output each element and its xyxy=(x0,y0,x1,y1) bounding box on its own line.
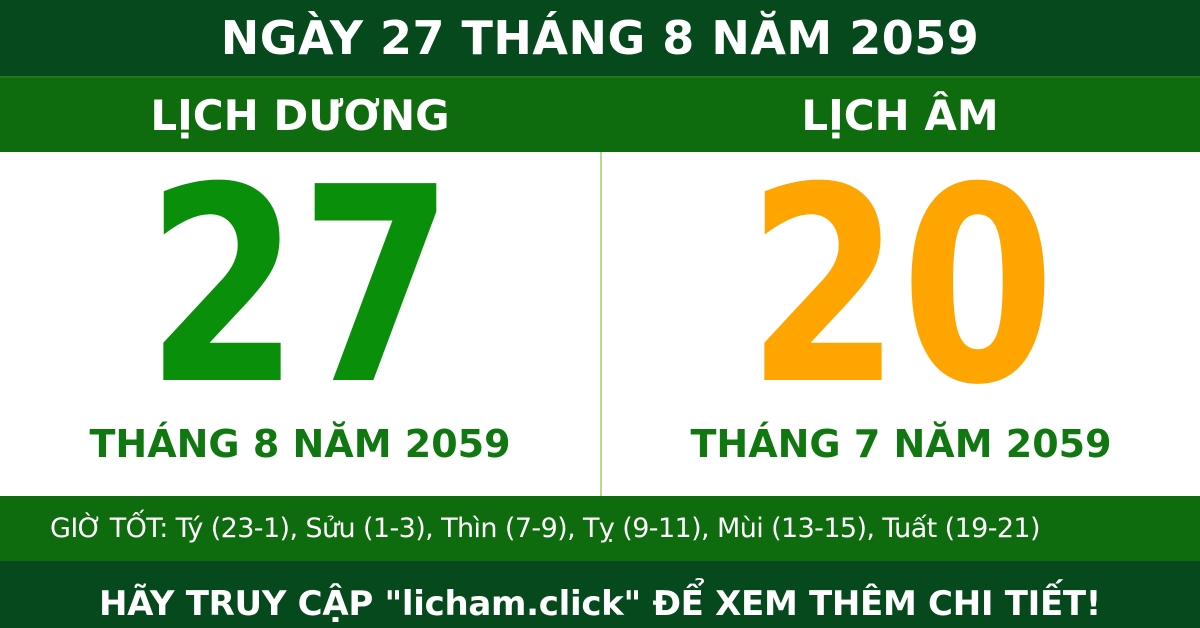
solar-calendar-header: LỊCH DƯƠNG xyxy=(150,90,450,140)
lunar-day-number: 20 xyxy=(713,152,1089,422)
date-title-banner: NGÀY 27 THÁNG 8 NĂM 2059 xyxy=(0,0,1200,76)
footer-call-to-action: HÃY TRUY CẬP "licham.click" ĐỂ XEM THÊM … xyxy=(98,583,1102,624)
solar-panel: 27 THÁNG 8 NĂM 2059 xyxy=(0,152,600,496)
calendar-headers-row: LỊCH DƯƠNG LỊCH ÂM xyxy=(0,76,1200,152)
lunar-month-year-label: THÁNG 7 NĂM 2059 xyxy=(690,422,1112,466)
footer-banner: HÃY TRUY CẬP "licham.click" ĐỂ XEM THÊM … xyxy=(0,561,1200,628)
calendar-body: 27 THÁNG 8 NĂM 2059 20 THÁNG 7 NĂM 2059 xyxy=(0,152,1200,496)
good-hours-text: GIỜ TỐT: Tý (23-1), Sửu (1-3), Thìn (7-9… xyxy=(50,513,1041,544)
date-title: NGÀY 27 THÁNG 8 NĂM 2059 xyxy=(220,11,980,65)
lunar-calendar-header: LỊCH ÂM xyxy=(801,90,999,140)
lunar-day-digits: 20 xyxy=(746,129,1056,444)
solar-day-number: 27 xyxy=(112,152,488,422)
solar-month-year-label: THÁNG 8 NĂM 2059 xyxy=(89,422,511,466)
good-hours-bar: GIỜ TỐT: Tý (23-1), Sửu (1-3), Thìn (7-9… xyxy=(0,496,1200,561)
lunar-panel: 20 THÁNG 7 NĂM 2059 xyxy=(600,152,1200,496)
solar-day-digits: 27 xyxy=(145,129,455,444)
